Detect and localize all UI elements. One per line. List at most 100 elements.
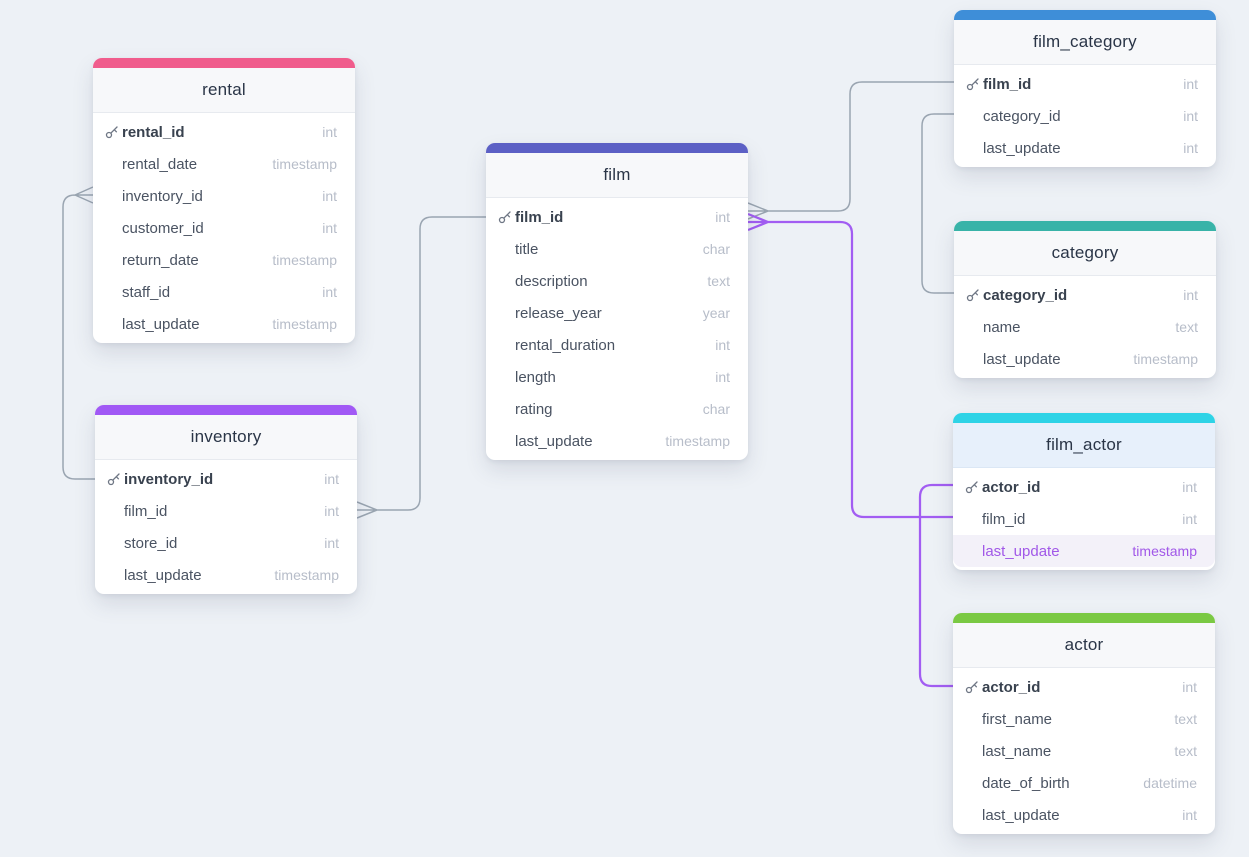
field-row-title[interactable]: title char <box>486 233 748 265</box>
field-row-inventory_id[interactable]: inventory_id int <box>93 180 355 212</box>
field-type: int <box>1182 479 1197 495</box>
field-type: timestamp <box>272 316 337 332</box>
field-name: inventory_id <box>124 470 214 488</box>
connector-rental-inventory[interactable] <box>62 186 95 480</box>
field-row-last_name[interactable]: last_name text <box>953 735 1215 767</box>
field-name: rating <box>515 400 553 418</box>
field-type: text <box>1175 319 1198 335</box>
table-film[interactable]: film film_id int title char description text r… <box>486 143 748 460</box>
field-name: actor_id <box>982 478 1041 496</box>
field-row-date_of_birth[interactable]: date_of_birth datetime <box>953 767 1215 799</box>
field-type: int <box>324 471 339 487</box>
field-name: first_name <box>982 710 1053 728</box>
table-title[interactable]: film <box>486 153 748 198</box>
field-name: film_id <box>124 502 168 520</box>
field-type: timestamp <box>272 252 337 268</box>
field-row-customer_id[interactable]: customer_id int <box>93 212 355 244</box>
connector-film-film-category[interactable] <box>747 81 954 220</box>
field-row-rental_duration[interactable]: rental_duration int <box>486 329 748 361</box>
table-rental[interactable]: rental rental_id int rental_date timestamp i… <box>93 58 355 343</box>
table-fields: category_id int name text last_update timesta… <box>954 276 1216 378</box>
field-name: last_update <box>982 542 1060 560</box>
field-row-last_update[interactable]: last_update timestamp <box>95 559 357 591</box>
field-row-category_id[interactable]: category_id int <box>954 279 1216 311</box>
field-row-last_update[interactable]: last_update timestamp <box>486 425 748 457</box>
table-film-actor[interactable]: film_actor actor_id int film_id int last_upd… <box>953 413 1215 570</box>
table-title[interactable]: category <box>954 231 1216 276</box>
table-accent-bar <box>486 143 748 153</box>
field-type: timestamp <box>272 156 337 172</box>
connector-film-actor-actor[interactable] <box>918 483 953 688</box>
field-row-last_update[interactable]: last_update timestamp <box>93 308 355 340</box>
field-row-last_update[interactable]: last_update timestamp <box>953 535 1215 567</box>
field-row-film_id[interactable]: film_id int <box>954 68 1216 100</box>
field-name: last_update <box>982 806 1060 824</box>
field-type: int <box>324 535 339 551</box>
field-type: timestamp <box>665 433 730 449</box>
field-row-actor_id[interactable]: actor_id int <box>953 471 1215 503</box>
field-name: title <box>515 240 539 258</box>
field-type: int <box>324 503 339 519</box>
field-row-store_id[interactable]: store_id int <box>95 527 357 559</box>
field-row-last_update[interactable]: last_update int <box>954 132 1216 164</box>
field-type: int <box>322 220 337 236</box>
table-fields: rental_id int rental_date timestamp inventor… <box>93 113 355 343</box>
field-type: int <box>322 284 337 300</box>
field-row-category_id[interactable]: category_id int <box>954 100 1216 132</box>
field-row-film_id[interactable]: film_id int <box>95 495 357 527</box>
field-name: store_id <box>124 534 178 552</box>
field-name: last_update <box>515 432 593 450</box>
field-type: timestamp <box>1132 543 1197 559</box>
field-row-length[interactable]: length int <box>486 361 748 393</box>
field-row-rental_date[interactable]: rental_date timestamp <box>93 148 355 180</box>
connector-inventory-film[interactable] <box>356 216 486 519</box>
table-title[interactable]: film_category <box>954 20 1216 65</box>
table-accent-bar <box>953 413 1215 423</box>
field-name: film_id <box>515 208 564 226</box>
field-row-actor_id[interactable]: actor_id int <box>953 671 1215 703</box>
field-row-description[interactable]: description text <box>486 265 748 297</box>
table-film-category[interactable]: film_category film_id int category_id int la… <box>954 10 1216 167</box>
field-name: last_update <box>983 350 1061 368</box>
field-row-name[interactable]: name text <box>954 311 1216 343</box>
table-fields: film_id int category_id int last_update int <box>954 65 1216 167</box>
field-name: name <box>983 318 1021 336</box>
field-name: film_id <box>983 75 1032 93</box>
field-row-inventory_id[interactable]: inventory_id int <box>95 463 357 495</box>
field-type: datetime <box>1143 775 1197 791</box>
table-accent-bar <box>95 405 357 415</box>
field-row-last_update[interactable]: last_update timestamp <box>954 343 1216 375</box>
table-fields: actor_id int first_name text last_name text da… <box>953 668 1215 834</box>
table-inventory[interactable]: inventory inventory_id int film_id int store… <box>95 405 357 594</box>
table-title[interactable]: inventory <box>95 415 357 460</box>
table-title[interactable]: rental <box>93 68 355 113</box>
connector-film-film-actor[interactable] <box>747 212 953 519</box>
field-row-rental_id[interactable]: rental_id int <box>93 116 355 148</box>
table-category[interactable]: category category_id int name text last_upda… <box>954 221 1216 378</box>
field-row-return_date[interactable]: return_date timestamp <box>93 244 355 276</box>
field-row-film_id[interactable]: film_id int <box>486 201 748 233</box>
field-row-film_id[interactable]: film_id int <box>953 503 1215 535</box>
field-type: int <box>1183 287 1198 303</box>
field-row-first_name[interactable]: first_name text <box>953 703 1215 735</box>
field-type: text <box>707 273 730 289</box>
field-type: int <box>715 369 730 385</box>
table-title[interactable]: actor <box>953 623 1215 668</box>
field-name: customer_id <box>122 219 204 237</box>
connector-film-category-category[interactable] <box>921 113 954 294</box>
table-accent-bar <box>953 613 1215 623</box>
table-title[interactable]: film_actor <box>953 423 1215 468</box>
primary-key-icon <box>966 288 983 302</box>
field-name: return_date <box>122 251 199 269</box>
field-type: int <box>1182 511 1197 527</box>
field-row-rating[interactable]: rating char <box>486 393 748 425</box>
field-row-release_year[interactable]: release_year year <box>486 297 748 329</box>
field-type: text <box>1174 711 1197 727</box>
field-name: release_year <box>515 304 602 322</box>
field-type: int <box>1183 108 1198 124</box>
table-actor[interactable]: actor actor_id int first_name text last_name… <box>953 613 1215 834</box>
field-row-staff_id[interactable]: staff_id int <box>93 276 355 308</box>
field-row-last_update[interactable]: last_update int <box>953 799 1215 831</box>
